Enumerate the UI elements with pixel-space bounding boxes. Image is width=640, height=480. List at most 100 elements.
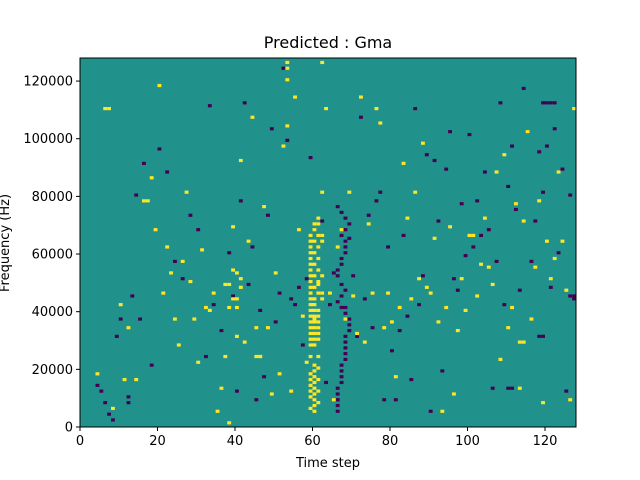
heatmap-cell-low — [452, 277, 456, 281]
heatmap-cell-low — [149, 363, 154, 367]
heatmap-cell-low — [134, 193, 139, 197]
heatmap-cell-high — [312, 363, 317, 367]
heatmap-cell-high — [250, 115, 255, 119]
heatmap-cell-low — [343, 357, 348, 361]
heatmap-cell-high — [320, 291, 325, 295]
heatmap-cell-high — [308, 308, 313, 312]
heatmap-cell-low — [328, 303, 332, 307]
heatmap-cell-high — [514, 202, 518, 206]
heatmap-cell-high — [506, 326, 511, 330]
heatmap-cell-low — [374, 199, 379, 203]
heatmap-cell-low — [339, 369, 344, 373]
heatmap-cell-low — [335, 274, 340, 278]
heatmap-cell-low — [548, 101, 553, 105]
heatmap-cell-low — [138, 317, 142, 321]
heatmap-cell-low — [293, 303, 297, 307]
heatmap-cell-high — [285, 78, 290, 82]
heatmap-cell-high — [421, 141, 425, 145]
heatmap-cell-low — [339, 233, 344, 238]
heatmap-cell-high — [572, 107, 576, 111]
heatmap-cell-high — [510, 305, 514, 310]
heatmap-cell-high — [312, 274, 317, 278]
heatmap-cell-high — [285, 66, 290, 70]
heatmap-cell-low — [347, 317, 352, 321]
heatmap-cell-high — [331, 398, 336, 402]
heatmap-cell-high — [308, 303, 313, 307]
heatmap-cell-low — [401, 233, 406, 238]
heatmap-cell-high — [173, 317, 177, 321]
heatmap-cell-high — [382, 326, 387, 330]
heatmap-cell-low — [165, 170, 170, 174]
heatmap-cell-low — [339, 363, 344, 367]
heatmap-cell-high — [312, 251, 317, 255]
x-tick-label: 100 — [455, 434, 480, 449]
heatmap-cell-low — [118, 317, 123, 321]
heatmap-cell-high — [308, 279, 313, 284]
heatmap-cell-low — [219, 328, 224, 333]
heatmap-cell-high — [393, 375, 398, 379]
heatmap-cell-high — [541, 401, 545, 405]
heatmap-cell-low — [455, 288, 460, 292]
heatmap-cell-low — [370, 326, 375, 330]
heatmap-cell-low — [560, 167, 565, 171]
heatmap-cell-high — [312, 398, 317, 402]
heatmap-cell-low — [568, 193, 573, 197]
heatmap-cell-high — [312, 369, 317, 373]
heatmap-cell-high — [285, 124, 290, 128]
heatmap-cell-low — [343, 352, 348, 356]
y-axis: 0 20000 40000 60000 80000 100000 120000 — [23, 75, 80, 436]
heatmap-cell-high — [308, 331, 313, 336]
heatmap-cell-low — [390, 349, 394, 353]
y-tick-label: 40000 — [32, 305, 73, 320]
heatmap-cell-low — [339, 305, 344, 310]
heatmap-cell-low — [180, 277, 185, 281]
heatmap-cell-high — [362, 340, 367, 344]
heatmap-cell-high — [316, 366, 321, 370]
heatmap-cell-low — [343, 251, 348, 255]
heatmap-cell-high — [525, 130, 530, 134]
heatmap-cell-high — [231, 297, 235, 301]
heatmap-cell-low — [331, 271, 336, 275]
heatmap-cell-high — [324, 107, 328, 111]
heatmap-cell-high — [548, 277, 553, 281]
heatmap-cell-high — [107, 107, 111, 111]
heatmap-cell-high — [297, 228, 301, 232]
heatmap-cell-high — [517, 340, 522, 344]
heatmap-cell-high — [308, 285, 313, 289]
heatmap-cell-low — [397, 328, 402, 333]
heatmap-cell-high — [448, 225, 452, 229]
heatmap-cell-low — [254, 398, 259, 402]
heatmap-cell-high — [192, 317, 197, 321]
heatmap-cell-high — [238, 277, 243, 281]
heatmap-cell-low — [196, 228, 201, 232]
heatmap-cell-high — [153, 228, 158, 232]
heatmap-cell-low — [444, 167, 449, 171]
heatmap-cell-low — [440, 369, 445, 373]
heatmap-cell-low — [366, 213, 371, 217]
heatmap-cell-high — [556, 170, 561, 174]
heatmap-cell-high — [149, 176, 154, 180]
heatmap-cell-high — [262, 205, 266, 209]
heatmap-cell-high — [316, 326, 321, 330]
plot-frame — [79, 57, 577, 428]
heatmap-cell-high — [312, 308, 317, 312]
heatmap-cell-high — [308, 377, 313, 382]
heatmap-cell-high — [316, 233, 321, 238]
heatmap-cell-low — [339, 262, 344, 266]
heatmap-cell-high — [308, 354, 313, 359]
heatmap-cell-high — [521, 340, 526, 344]
heatmap-cell-high — [386, 291, 390, 295]
heatmap-cell-high — [328, 291, 332, 295]
heatmap-cell-low — [273, 320, 278, 324]
heatmap-cell-high — [316, 308, 321, 312]
heatmap-cell-low — [99, 389, 104, 393]
heatmap-cell-low — [339, 256, 344, 261]
heatmap-cell-low — [428, 409, 433, 413]
heatmap-cell-high — [409, 297, 414, 301]
heatmap-cell-high — [366, 222, 371, 226]
heatmap-cell-high — [486, 265, 491, 269]
heatmap-cell-high — [320, 233, 325, 238]
heatmap-cell-high — [312, 403, 317, 408]
heatmap-cell-low — [506, 184, 511, 189]
heatmap-cell-low — [510, 386, 514, 390]
